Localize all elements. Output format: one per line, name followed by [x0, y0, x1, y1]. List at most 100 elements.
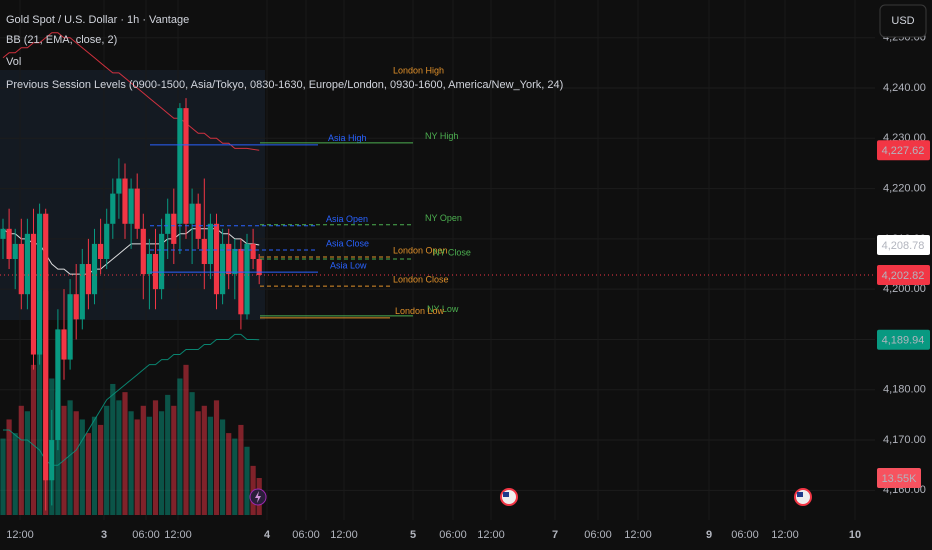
session-level-label: Asia Close [326, 238, 369, 248]
currency-label[interactable]: USD [891, 15, 914, 27]
x-tick-label: 10 [849, 529, 861, 541]
volume-bar [98, 424, 104, 515]
volume-bar [79, 419, 85, 515]
volume-bar [12, 433, 18, 515]
volume-bar [104, 405, 110, 515]
indicator-vol: Vol [6, 56, 21, 68]
candle-body [171, 213, 177, 244]
candle-body [104, 223, 110, 259]
volume-bar [55, 392, 61, 515]
candle-body [220, 243, 226, 295]
candle-body [0, 228, 6, 239]
x-tick-label: 12:00 [6, 529, 34, 541]
candle-body [12, 243, 18, 259]
volume-bar [110, 383, 116, 515]
candle-body [122, 178, 128, 224]
volume-bar [213, 400, 220, 515]
session-level-label: NY Low [427, 304, 459, 314]
volume-bar [207, 416, 213, 515]
volume-label: 13.55K [882, 473, 918, 485]
lightning [255, 491, 261, 503]
volume-bar [67, 400, 73, 515]
x-tick-label: 7 [552, 529, 558, 541]
volume-bar [159, 411, 165, 515]
session-level-label: London Low [395, 306, 445, 316]
volume-bar [134, 419, 140, 515]
price-label-box [877, 264, 930, 285]
candle-body [55, 329, 61, 441]
volume-bar [116, 400, 122, 515]
volume-bar [189, 392, 195, 515]
candle-body [238, 248, 244, 315]
session-level-label: NY Close [433, 247, 471, 257]
session-level-label: Asia Open [326, 214, 368, 224]
candle-body [67, 294, 73, 360]
symbol-title: Gold Spot / U.S. Dollar · 1h · Vantage [6, 14, 189, 26]
candle-body [91, 243, 98, 295]
y-tick-label: 4,170.00 [883, 434, 926, 446]
x-tick-label: 3 [101, 529, 107, 541]
candle-body [201, 238, 207, 265]
candle-body [250, 243, 256, 259]
price-label: 4,227.62 [882, 145, 925, 157]
y-tick-label: 4,180.00 [883, 384, 926, 396]
volume-bar [73, 411, 79, 515]
candle-body [49, 440, 55, 481]
volume-bar [165, 394, 171, 515]
x-tick-label: 4 [264, 529, 271, 541]
volume-bar [183, 364, 189, 515]
volume-bar [128, 411, 134, 515]
volume-bar [85, 433, 91, 515]
candle-body [73, 294, 79, 320]
volume-bar [140, 405, 146, 515]
flag [797, 492, 803, 497]
candle-body [134, 188, 140, 229]
flag [503, 492, 509, 497]
session-level-label: NY High [425, 131, 458, 141]
y-tick-label: 4,220.00 [883, 182, 926, 194]
x-tick-label: 06:00 [439, 529, 467, 541]
x-tick-label: 12:00 [624, 529, 652, 541]
candle-body [159, 233, 165, 290]
volume-bar [171, 405, 177, 515]
volume-bar [91, 416, 98, 515]
candle-body [6, 228, 12, 259]
candle-body [232, 248, 238, 275]
bollinger-upper [2, 32, 260, 151]
candle-body [207, 223, 213, 265]
candle-body [213, 223, 220, 295]
candle-body [244, 243, 250, 315]
volume-bar [220, 419, 226, 515]
currency-button[interactable] [879, 4, 927, 38]
x-tick-label: 06:00 [292, 529, 320, 541]
volume-bar [122, 392, 128, 515]
volume-bar [6, 419, 12, 515]
volume-bar [0, 438, 6, 515]
candle-body [37, 213, 43, 355]
candle-body [189, 203, 195, 224]
price-label-box [877, 329, 930, 350]
candle-body [43, 213, 49, 481]
session-level-label: London Close [393, 275, 449, 285]
candle-body [30, 233, 37, 355]
event-icons [249, 488, 812, 506]
session-level-label: NY Open [425, 213, 462, 223]
x-tick-label: 5 [410, 529, 416, 541]
price-label-box [877, 235, 930, 256]
candle-body [116, 178, 122, 194]
volume-bar [201, 405, 207, 515]
x-tick-label: 12:00 [330, 529, 358, 541]
volume-bar [24, 411, 30, 515]
candle-body [195, 203, 201, 239]
candle-body [177, 108, 183, 224]
candle-body [18, 243, 24, 295]
price-label: 4,189.94 [882, 335, 925, 347]
candle-body [152, 253, 159, 290]
volume-bar [18, 405, 24, 515]
candle-body [79, 264, 85, 320]
indicator-bb: BB (21, EMA, close, 2) [6, 34, 117, 46]
x-tick-label: 06:00 [731, 529, 759, 541]
candle-body [256, 258, 262, 275]
